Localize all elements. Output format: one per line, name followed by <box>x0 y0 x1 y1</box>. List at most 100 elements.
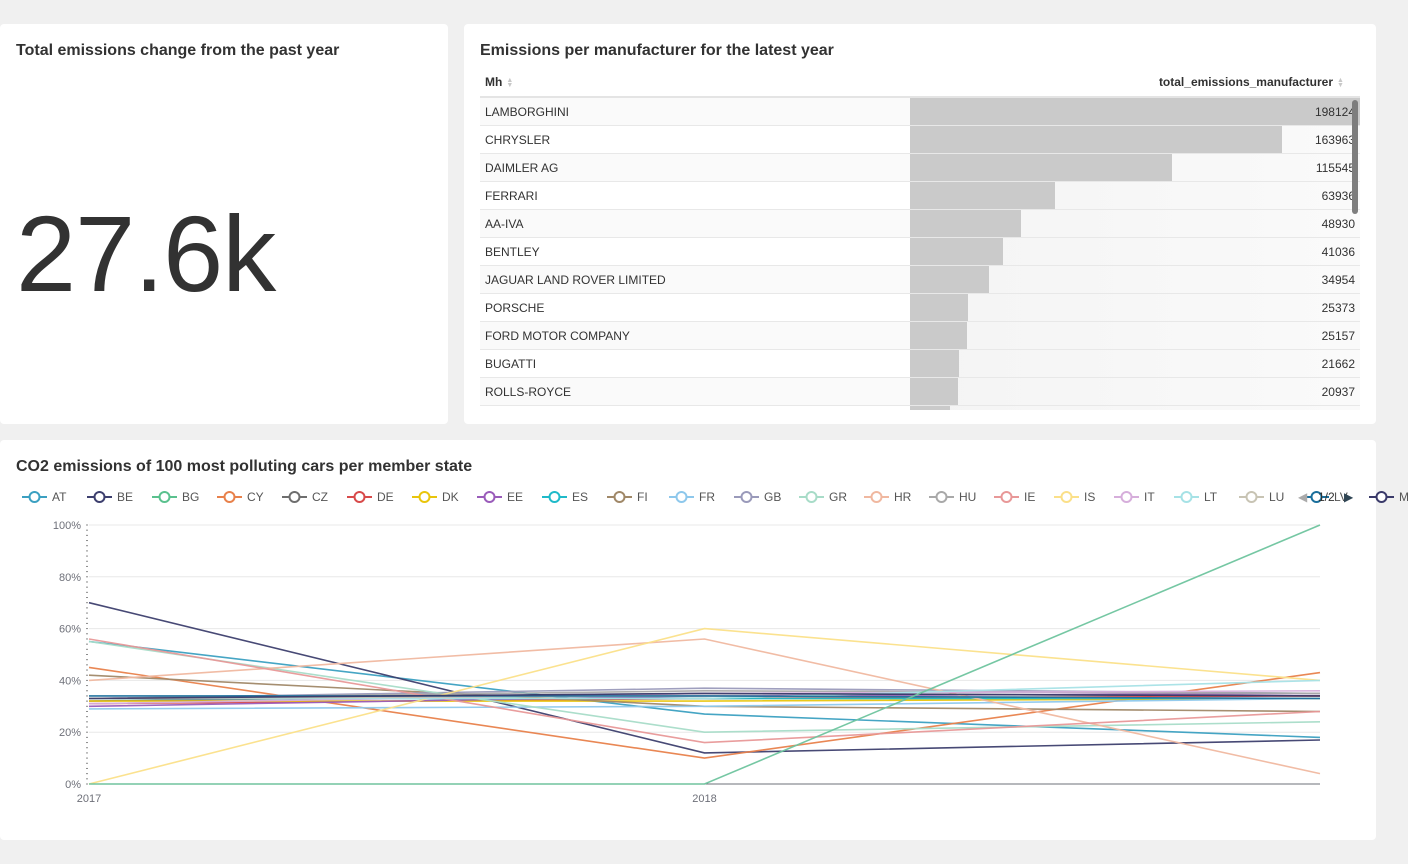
chart-legend: AT BE BG CY CZ DE DK EE ES FI FR GB GR HR HU IE IS IT LT LU… <box>22 489 1408 505</box>
legend-label: BE <box>117 490 134 504</box>
emission-bar <box>910 98 1360 125</box>
series-line-hr <box>88 638 1321 775</box>
table-row[interactable]: FERRARI 63936 <box>480 182 1360 210</box>
emission-value: 21662 <box>1321 357 1355 371</box>
legend-label: HR <box>894 490 912 504</box>
legend-label: GR <box>829 490 847 504</box>
table-row[interactable]: DAIMLER AG 115545 <box>480 154 1360 182</box>
emission-bar <box>910 322 968 349</box>
emission-bar-track <box>910 126 1360 153</box>
legend-line-icon <box>477 491 502 503</box>
legend-label: IS <box>1084 490 1096 504</box>
series-line-be <box>88 601 1321 754</box>
co2-chart-card: CO2 emissions of 100 most polluting cars… <box>0 440 1408 840</box>
sort-icon[interactable]: ▲ ▼ <box>506 77 514 89</box>
y-tick-label: 80% <box>59 572 81 584</box>
kpi-value: 27.6k <box>16 193 276 314</box>
legend-line-icon <box>1054 491 1079 503</box>
series-line-lv <box>89 695 1321 700</box>
series-line-at <box>88 640 1321 739</box>
manufacturer-name: PORSCHE <box>485 301 545 315</box>
emission-bar <box>910 266 990 293</box>
legend-label: IT <box>1144 490 1155 504</box>
table-title: Emissions per manufacturer for the lates… <box>480 42 834 59</box>
emission-value: 115545 <box>1315 161 1355 175</box>
legend-label: CY <box>247 490 264 504</box>
kpi-card: Total emissions change from the past yea… <box>0 24 448 424</box>
legend-line-icon <box>87 491 112 503</box>
emission-bar-track <box>910 238 1360 265</box>
legend-line-icon <box>282 491 307 503</box>
emission-value: 198124 <box>1314 105 1355 119</box>
manufacturer-name: LAMBORGHINI <box>485 105 570 119</box>
emission-value: 34954 <box>1321 273 1355 287</box>
manufacturer-name: BUGATTI <box>485 357 537 371</box>
legend-line-icon <box>994 491 1019 503</box>
manufacturer-name: CHRYSLER <box>485 133 551 147</box>
y-tick-label: 40% <box>59 675 81 687</box>
table-row[interactable]: AA-IVA 48930 <box>480 210 1360 238</box>
legend-line-icon <box>347 491 372 503</box>
manufacturer-name: FERRARI <box>485 189 538 203</box>
table-row[interactable]: LAMBORGHINI 198124 <box>480 98 1360 126</box>
kpi-title: Total emissions change from the past yea… <box>16 42 340 59</box>
emission-bar <box>910 154 1173 181</box>
emission-value: 48930 <box>1321 217 1355 231</box>
emission-bar <box>910 238 1004 265</box>
series-line-is <box>88 627 1321 785</box>
table-row[interactable]: CHRYSLER 163963 <box>480 126 1360 154</box>
manufacturer-name: JAGUAR LAND ROVER LIMITED <box>485 273 666 287</box>
table-row[interactable]: BENTLEY 41036 <box>480 238 1360 266</box>
table-body[interactable]: LAMBORGHINI 198124 CHRYSLER 163963 DAIMLER A… <box>480 98 1360 410</box>
legend-label: BG <box>182 490 200 504</box>
legend-line-icon <box>929 491 954 503</box>
legend-label: EE <box>507 490 524 504</box>
y-tick-label: 20% <box>59 727 81 739</box>
emission-bar-track <box>910 154 1360 181</box>
table-header: Mh ▲ ▼ total_emissions_manufacturer ▲ ▼ <box>480 70 1360 98</box>
table-row[interactable] <box>480 406 1360 410</box>
emission-bar-track <box>910 210 1360 237</box>
x-tick-label: 2017 <box>77 793 101 805</box>
table-row[interactable]: ROLLS-ROYCE 20937 <box>480 378 1360 406</box>
emission-value: 25157 <box>1321 329 1355 343</box>
chart-title: CO2 emissions of 100 most polluting cars… <box>16 458 473 475</box>
emission-bar-track <box>910 378 1360 405</box>
legend-line-icon <box>1114 491 1139 503</box>
legend-line-icon <box>864 491 889 503</box>
legend-line-icon <box>1174 491 1199 503</box>
legend-label: HU <box>959 490 977 504</box>
series-line-dk <box>89 697 1321 702</box>
legend-line-icon <box>542 491 567 503</box>
table-row[interactable]: PORSCHE 25373 <box>480 294 1360 322</box>
column-header-total-emissions[interactable]: total_emissions_manufacturer ▲ ▼ <box>1159 75 1344 89</box>
table-scrollbar[interactable] <box>1352 100 1358 214</box>
y-tick-label: 60% <box>59 624 81 636</box>
triangle-left-icon[interactable]: ◀ <box>1298 490 1308 504</box>
table-row[interactable]: BUGATTI 21662 <box>480 350 1360 378</box>
legend-line-icon <box>734 491 759 503</box>
manufacturer-name: DAIMLER AG <box>485 161 559 175</box>
legend-label: FR <box>699 490 715 504</box>
emission-bar <box>910 210 1022 237</box>
emission-bar-track <box>910 406 1360 410</box>
legend-line-icon <box>799 491 824 503</box>
manufacturer-name: FORD MOTOR COMPANY <box>485 329 630 343</box>
table-row[interactable]: JAGUAR LAND ROVER LIMITED 34954 <box>480 266 1360 294</box>
series-line-ie <box>88 638 1321 744</box>
emission-bar-track <box>910 182 1360 209</box>
legend-label: GB <box>764 490 782 504</box>
table-row[interactable]: FORD MOTOR COMPANY 25157 <box>480 322 1360 350</box>
series-line-lt <box>89 679 1321 700</box>
triangle-right-icon[interactable]: ▶ <box>1344 490 1354 504</box>
manufacturer-name: AA-IVA <box>485 217 524 231</box>
manufacturer-name: ROLLS-ROYCE <box>485 385 572 399</box>
emission-value: 163963 <box>1314 133 1355 147</box>
sort-icon[interactable]: ▲ ▼ <box>1337 77 1344 89</box>
emission-value: 41036 <box>1321 245 1355 259</box>
emission-value: 20937 <box>1321 385 1355 399</box>
line-chart: 0% 20% 40% 60% 80% 100% 2017 2018 <box>53 520 1321 805</box>
legend-label: IE <box>1024 490 1036 504</box>
column-header-mh[interactable]: Mh ▲ ▼ <box>485 75 513 89</box>
emission-bar <box>910 350 960 377</box>
